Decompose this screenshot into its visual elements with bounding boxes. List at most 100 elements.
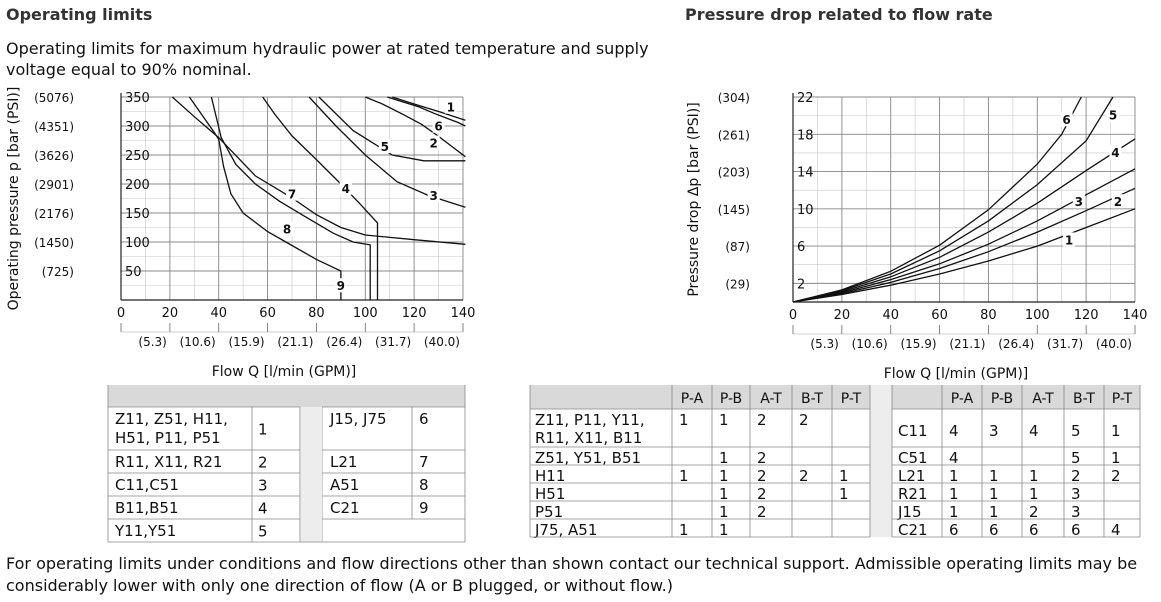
curve-number: 3 bbox=[1071, 485, 1081, 503]
table-gap bbox=[870, 385, 892, 537]
curve-number: 1 bbox=[1111, 422, 1121, 440]
series-line-4 bbox=[262, 96, 379, 300]
left-heading: Operating limits bbox=[6, 5, 153, 24]
curve-number: 2 bbox=[757, 503, 767, 521]
curve-number: 2 bbox=[1029, 503, 1039, 521]
series-label-bg bbox=[334, 278, 347, 293]
series-label-5: 5 bbox=[381, 140, 389, 154]
flow-direction-header: A-T bbox=[760, 391, 782, 407]
series-line-4 bbox=[792, 138, 1136, 303]
x-tick-secondary-label: (5.3) bbox=[138, 335, 166, 349]
curve-number: 1 bbox=[949, 467, 959, 485]
legend-codes: A51 bbox=[330, 476, 359, 494]
series-label-8: 8 bbox=[283, 222, 291, 236]
x-axis-title: Flow Q [l/min (GPM)] bbox=[884, 366, 1029, 382]
valve-codes: J75, A51 bbox=[534, 521, 597, 539]
y-tick-secondary-label: (2176) bbox=[34, 207, 74, 221]
valve-codes: J15 bbox=[897, 503, 922, 521]
flow-table-header bbox=[530, 385, 1140, 409]
series-label-bg bbox=[427, 187, 440, 202]
series-line-1 bbox=[387, 96, 466, 127]
y-tick-label: 350 bbox=[125, 91, 150, 106]
series-label-bg bbox=[1060, 112, 1073, 127]
y-tick-secondary-label: (261) bbox=[718, 128, 750, 142]
x-tick-label: 60 bbox=[259, 306, 276, 321]
series-label-bg bbox=[427, 135, 440, 150]
y-tick-secondary-label: (2901) bbox=[34, 178, 74, 192]
series-label-6: 6 bbox=[1062, 113, 1070, 127]
curve-number: 6 bbox=[1029, 521, 1039, 539]
x-tick-secondary-label: (5.3) bbox=[810, 337, 838, 351]
y-tick-secondary-label: (87) bbox=[725, 240, 750, 254]
flow-direction-header: P-B bbox=[991, 391, 1013, 407]
valve-codes: P51 bbox=[535, 503, 563, 521]
legend-number: 2 bbox=[258, 454, 268, 472]
curve-number: 2 bbox=[799, 411, 809, 429]
x-tick-secondary-label: (26.4) bbox=[326, 335, 362, 349]
legend-table-header bbox=[108, 385, 465, 407]
curve-number: 2 bbox=[757, 449, 767, 467]
x-tick-label: 60 bbox=[931, 308, 948, 323]
curve-number: 1 bbox=[1111, 449, 1121, 467]
curve-number: 1 bbox=[719, 503, 729, 521]
curve-number: 6 bbox=[989, 521, 999, 539]
y-tick-secondary-label: (1450) bbox=[34, 236, 74, 250]
curve-number: 1 bbox=[949, 503, 959, 521]
y-tick-secondary-label: (203) bbox=[718, 166, 750, 180]
series-label-bg bbox=[1107, 107, 1120, 122]
series-line-2 bbox=[792, 187, 1136, 303]
series-line-5 bbox=[318, 96, 466, 162]
curve-number: 2 bbox=[1071, 467, 1081, 485]
series-label-1: 1 bbox=[447, 101, 455, 115]
x-tick-label: 0 bbox=[117, 306, 125, 321]
series-label-bg bbox=[1072, 194, 1085, 209]
curve-number: 1 bbox=[989, 485, 999, 503]
legend-codes: C11,C51 bbox=[115, 476, 179, 494]
curve-number: 1 bbox=[719, 521, 729, 539]
x-tick-secondary-label: (40.0) bbox=[1096, 337, 1132, 351]
legend-codes: C21 bbox=[330, 499, 360, 517]
legend-number: 6 bbox=[419, 410, 429, 428]
y-tick-label: 14 bbox=[797, 166, 814, 181]
valve-codes: Z51, Y51, B51 bbox=[535, 449, 641, 467]
series-label-6: 6 bbox=[434, 120, 442, 134]
flow-direction-header: P-A bbox=[681, 391, 704, 407]
y-tick-label: 22 bbox=[797, 91, 814, 106]
valve-codes: L21 bbox=[898, 467, 925, 485]
x-tick-label: 120 bbox=[1074, 308, 1099, 323]
curve-number: 5 bbox=[1071, 422, 1081, 440]
y-axis-title: Operating pressure p [bar (PSI)] bbox=[6, 87, 22, 311]
curve-number: 2 bbox=[1111, 467, 1121, 485]
x-tick-secondary-label: (15.9) bbox=[900, 337, 936, 351]
series-label-1: 1 bbox=[1065, 233, 1073, 247]
valve-codes: H51 bbox=[535, 485, 565, 503]
curve-number: 3 bbox=[989, 422, 999, 440]
flow-direction-header: P-B bbox=[720, 391, 742, 407]
y-tick-label: 2 bbox=[797, 277, 805, 292]
curve-number: 5 bbox=[1071, 449, 1081, 467]
curve-number: 1 bbox=[839, 485, 849, 503]
valve-codes: Z11, P11, Y11, bbox=[535, 411, 645, 429]
curve-number: 1 bbox=[1029, 485, 1039, 503]
curve-number: 2 bbox=[757, 485, 767, 503]
y-tick-secondary-label: (304) bbox=[718, 91, 750, 105]
y-tick-secondary-label: (29) bbox=[725, 277, 750, 291]
tables: Z11, Z51, H11,H51, P11, P51 1 J15, J75 6 R11… bbox=[107, 385, 1141, 543]
y-tick-secondary-label: (725) bbox=[42, 265, 74, 279]
curve-number: 1 bbox=[719, 485, 729, 503]
series-label-4: 4 bbox=[1111, 146, 1119, 160]
x-tick-label: 80 bbox=[980, 308, 997, 323]
flow-direction-header: A-T bbox=[1032, 391, 1054, 407]
legend-number: 1 bbox=[258, 421, 268, 439]
x-tick-label: 0 bbox=[789, 308, 797, 323]
x-tick-secondary-label: (10.6) bbox=[180, 335, 216, 349]
curve-number: 4 bbox=[949, 422, 959, 440]
y-tick-label: 100 bbox=[125, 236, 150, 251]
x-tick-secondary-label: (21.1) bbox=[949, 337, 985, 351]
x-tick-secondary-label: (26.4) bbox=[998, 337, 1034, 351]
y-tick-label: 6 bbox=[797, 240, 805, 255]
curve-number: 2 bbox=[757, 467, 767, 485]
curve-number: 1 bbox=[719, 467, 729, 485]
curve-number: 1 bbox=[679, 521, 689, 539]
series-label-bg bbox=[286, 186, 298, 201]
